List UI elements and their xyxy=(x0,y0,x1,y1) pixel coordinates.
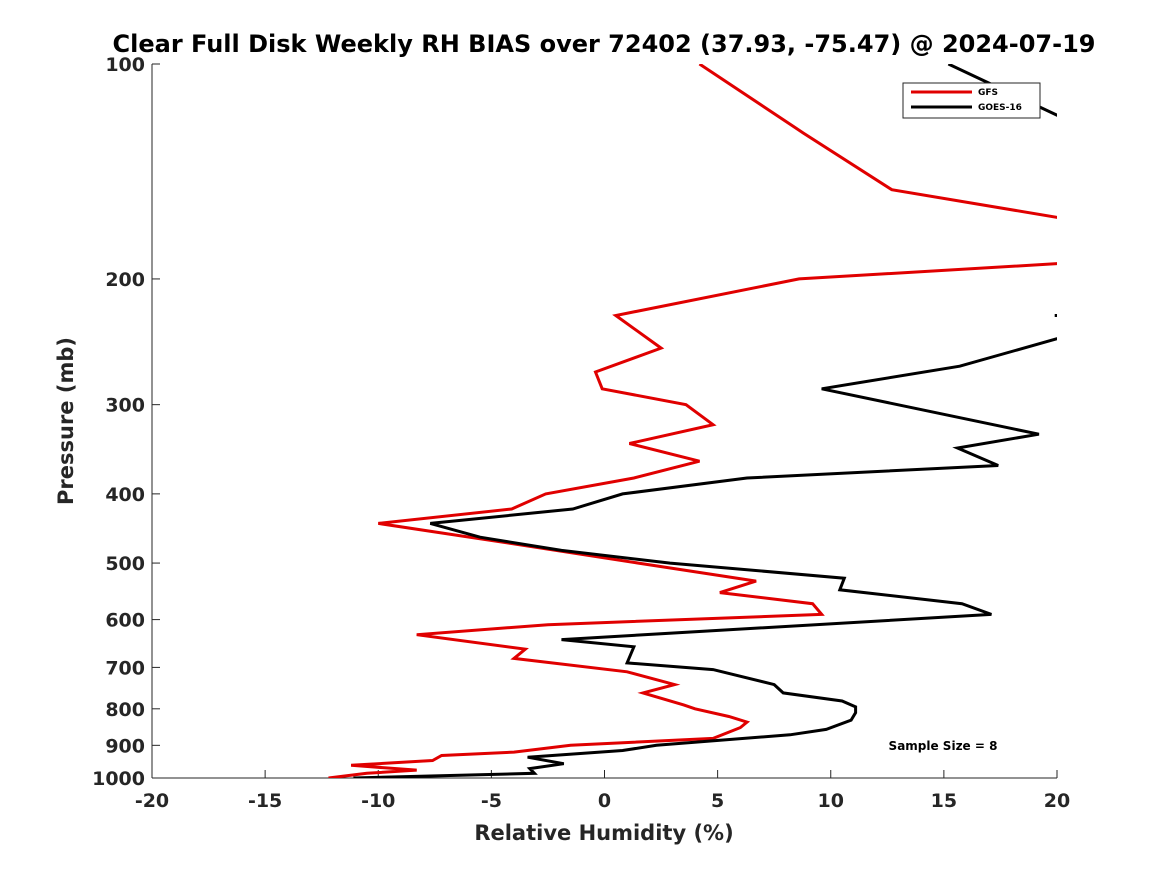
x-axis-label: Relative Humidity (%) xyxy=(474,821,733,845)
y-tick-label: 900 xyxy=(105,735,145,757)
x-ticks: -20 -15 -10 -5 0 5 10 15 20 xyxy=(135,770,1070,812)
x-tick-label: 5 xyxy=(711,790,724,812)
y-ticks: 100 200 300 400 500 600 700 800 900 1000 xyxy=(92,54,160,790)
legend: GFS GOES-16 xyxy=(902,82,1041,119)
y-tick-label: 600 xyxy=(105,610,145,632)
series-lines xyxy=(328,64,1057,778)
y-tick-label: 500 xyxy=(105,553,145,575)
y-tick-label: 200 xyxy=(105,269,145,291)
y-tick-label: 700 xyxy=(105,657,145,679)
x-tick-label: -20 xyxy=(135,790,169,812)
x-tick-label: -15 xyxy=(248,790,282,812)
legend-label: GFS xyxy=(978,88,998,98)
y-tick-label: 300 xyxy=(105,395,145,417)
legend-box xyxy=(902,82,1041,119)
legend-label: GOES-16 xyxy=(978,103,1022,113)
x-tick-label: 0 xyxy=(598,790,611,812)
x-tick-label: 15 xyxy=(931,790,957,812)
axes xyxy=(151,64,1057,779)
y-tick-label: 400 xyxy=(105,484,145,506)
x-tick-label: -10 xyxy=(361,790,395,812)
y-tick-label: 100 xyxy=(105,54,145,76)
x-tick-label: 10 xyxy=(818,790,844,812)
x-tick-label: 20 xyxy=(1044,790,1070,812)
y-axis-label: Pressure (mb) xyxy=(54,337,78,505)
y-tick-label: 800 xyxy=(105,699,145,721)
chart-title: Clear Full Disk Weekly RH BIAS over 7240… xyxy=(113,30,1096,58)
sample-size-annotation: Sample Size = 8 xyxy=(889,739,998,753)
series-line-goes-16 xyxy=(353,64,1057,778)
x-tick-label: -5 xyxy=(481,790,502,812)
y-tick-label: 1000 xyxy=(92,768,145,790)
series-line-gfs xyxy=(328,64,1057,778)
